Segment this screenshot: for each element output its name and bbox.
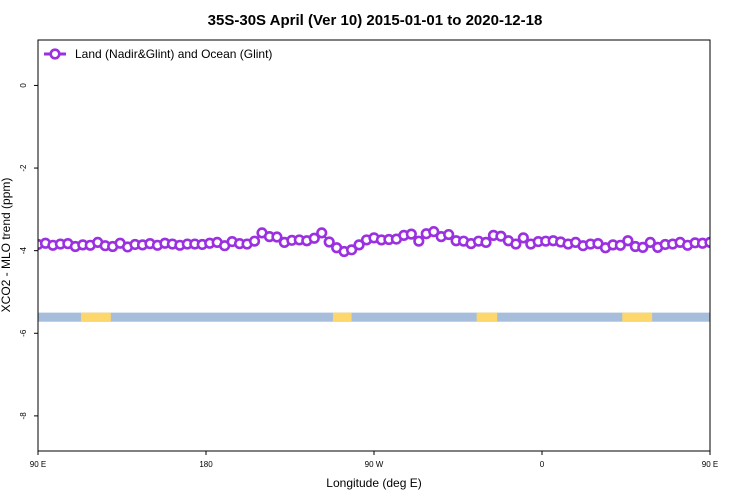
land-segment [80, 312, 111, 322]
data-point [704, 236, 710, 249]
data-point [413, 235, 425, 247]
land-segment [476, 312, 498, 322]
land-segment [332, 312, 352, 322]
x-tick-label: 90 E [702, 460, 718, 469]
y-tick-label: -8 [19, 412, 28, 420]
data-point [480, 236, 492, 249]
y-tick-label: -6 [19, 329, 28, 337]
data-point [637, 241, 649, 253]
series-layer [38, 226, 710, 258]
data-point [510, 238, 522, 250]
chart-title: 35S-30S April (Ver 10) 2015-01-01 to 202… [208, 12, 543, 29]
x-axis-label: Longitude (deg E) [326, 476, 421, 490]
data-point [428, 226, 440, 238]
legend-entry-label: Land (Nadir&Glint) and Ocean (Glint) [75, 47, 272, 61]
x-tick-label: 180 [199, 460, 213, 469]
data-point [248, 235, 261, 247]
legend-marker-swatch [49, 48, 61, 60]
x-tick-label: 90 E [30, 460, 46, 469]
y-axis: 0 -2 -4 -6 -8 [19, 83, 38, 420]
ocean-band [38, 312, 710, 322]
y-axis-label: XCO2 - MLO trend (ppm) [0, 178, 13, 313]
data-point [323, 236, 335, 248]
data-point [308, 232, 320, 244]
land-segment [622, 312, 653, 322]
x-axis: 90 E 180 90 W 0 90 E [30, 451, 718, 469]
y-tick-label: 0 [19, 83, 28, 88]
x-tick-label: 0 [540, 460, 545, 469]
data-point [405, 228, 417, 240]
x-tick-label: 90 W [365, 460, 384, 469]
data-point [443, 228, 455, 241]
plot-area [37, 39, 711, 452]
data-point [517, 232, 529, 244]
y-tick-label: -2 [19, 164, 28, 172]
data-point [346, 244, 358, 256]
data-point [622, 235, 634, 247]
data-point [353, 239, 365, 251]
data-point [271, 231, 283, 243]
surface-band [38, 312, 710, 322]
data-point [316, 227, 328, 239]
legend: Land (Nadir&Glint) and Ocean (Glint) [44, 47, 272, 61]
data-point [644, 236, 656, 249]
y-tick-label: -4 [19, 247, 28, 255]
